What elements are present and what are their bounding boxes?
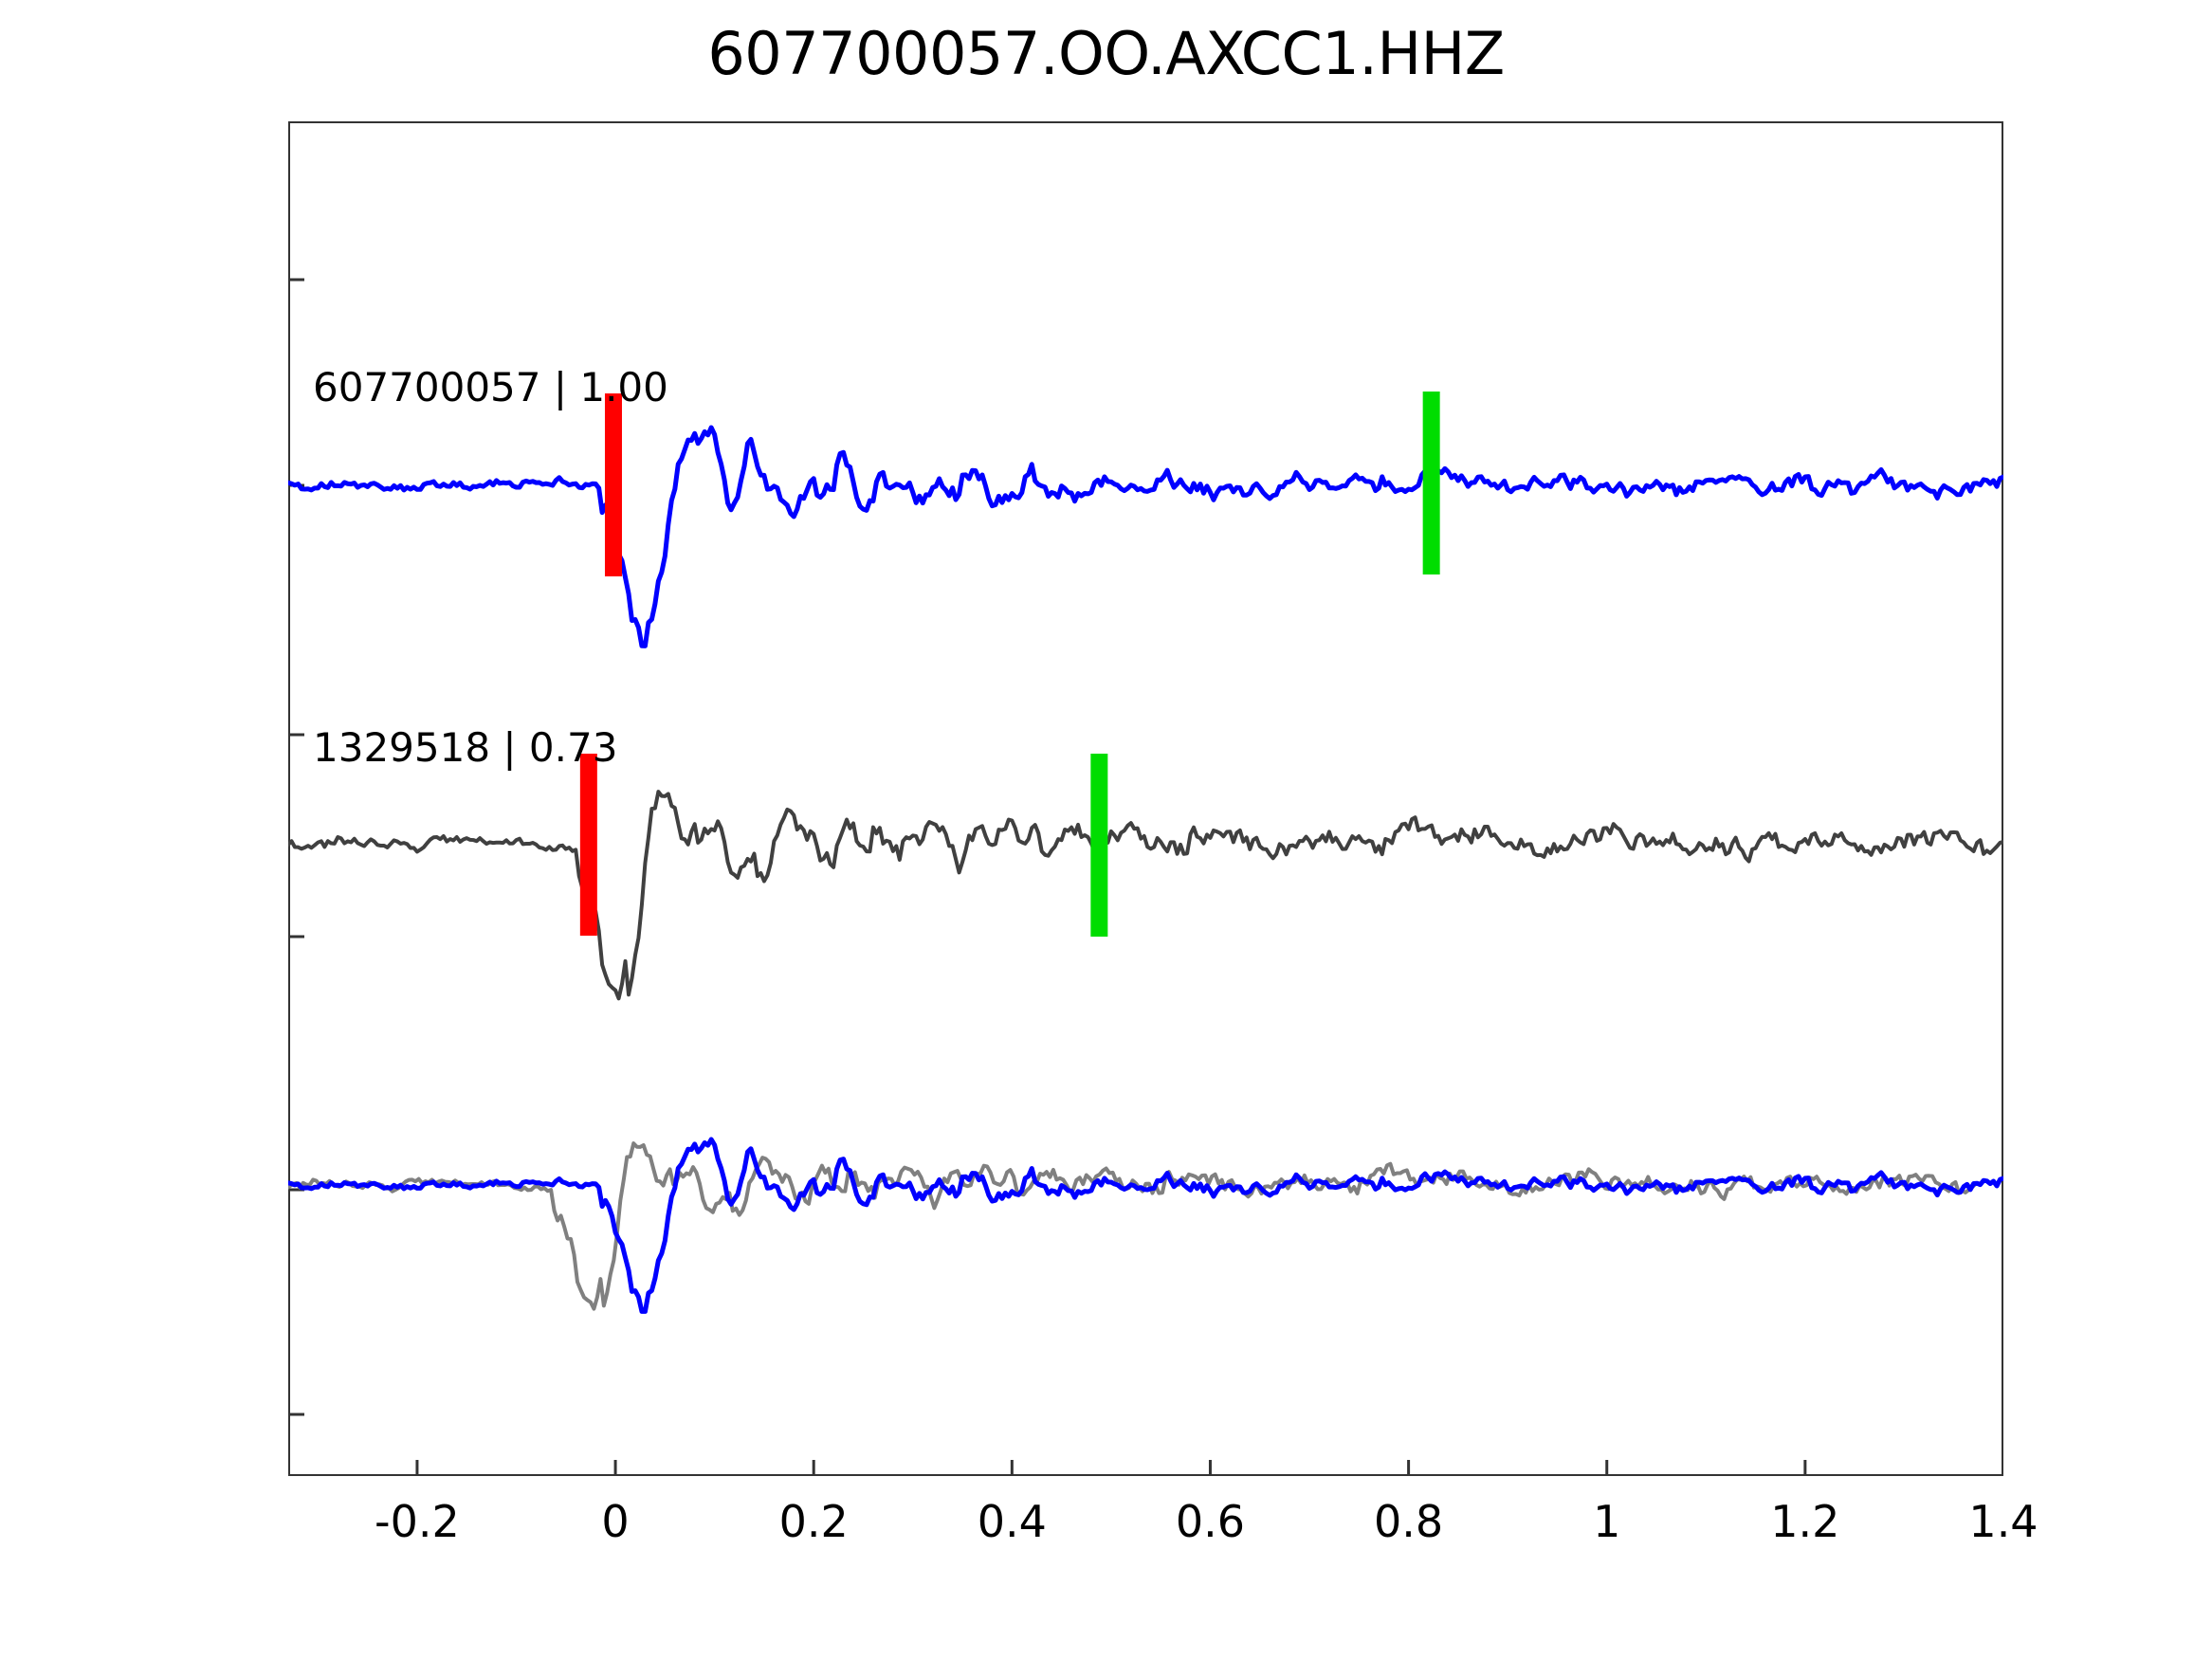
pick-markers [579,392,1440,937]
p-pick-marker-middle [579,754,597,936]
x-tick-label: 1.4 [1968,1496,2038,1547]
trace-label-607700057: 607700057 | 1.00 [313,364,668,410]
x-tick-label: 0.6 [1175,1496,1246,1547]
axes-frame [288,121,2003,1476]
trace-top-607700057 [288,425,2003,648]
s-pick-marker-middle [1090,754,1108,937]
x-tick-label: 0 [601,1496,630,1547]
x-tick-label: 0.8 [1374,1496,1444,1547]
x-tick-label: 0.4 [977,1496,1047,1547]
x-tick-marks [415,1460,2003,1476]
p-pick-marker-top [604,393,622,576]
waveform-plot [288,121,2003,1476]
s-pick-marker-top [1422,392,1440,574]
x-tick-label: 0.2 [778,1496,849,1547]
page-title: 607700057.OO.AXCC1.HHZ [707,19,1505,88]
plot-area [288,121,2003,1476]
x-tick-label: 1.2 [1770,1496,1840,1547]
waveform-traces [288,425,2003,1314]
x-tick-label: -0.2 [375,1496,460,1547]
trace-bottom-607700057-overlay [288,1137,2003,1314]
x-tick-label: 1 [1593,1496,1621,1547]
trace-middle-1329518 [288,790,2003,1001]
trace-label-1329518: 1329518 | 0.73 [313,724,618,771]
